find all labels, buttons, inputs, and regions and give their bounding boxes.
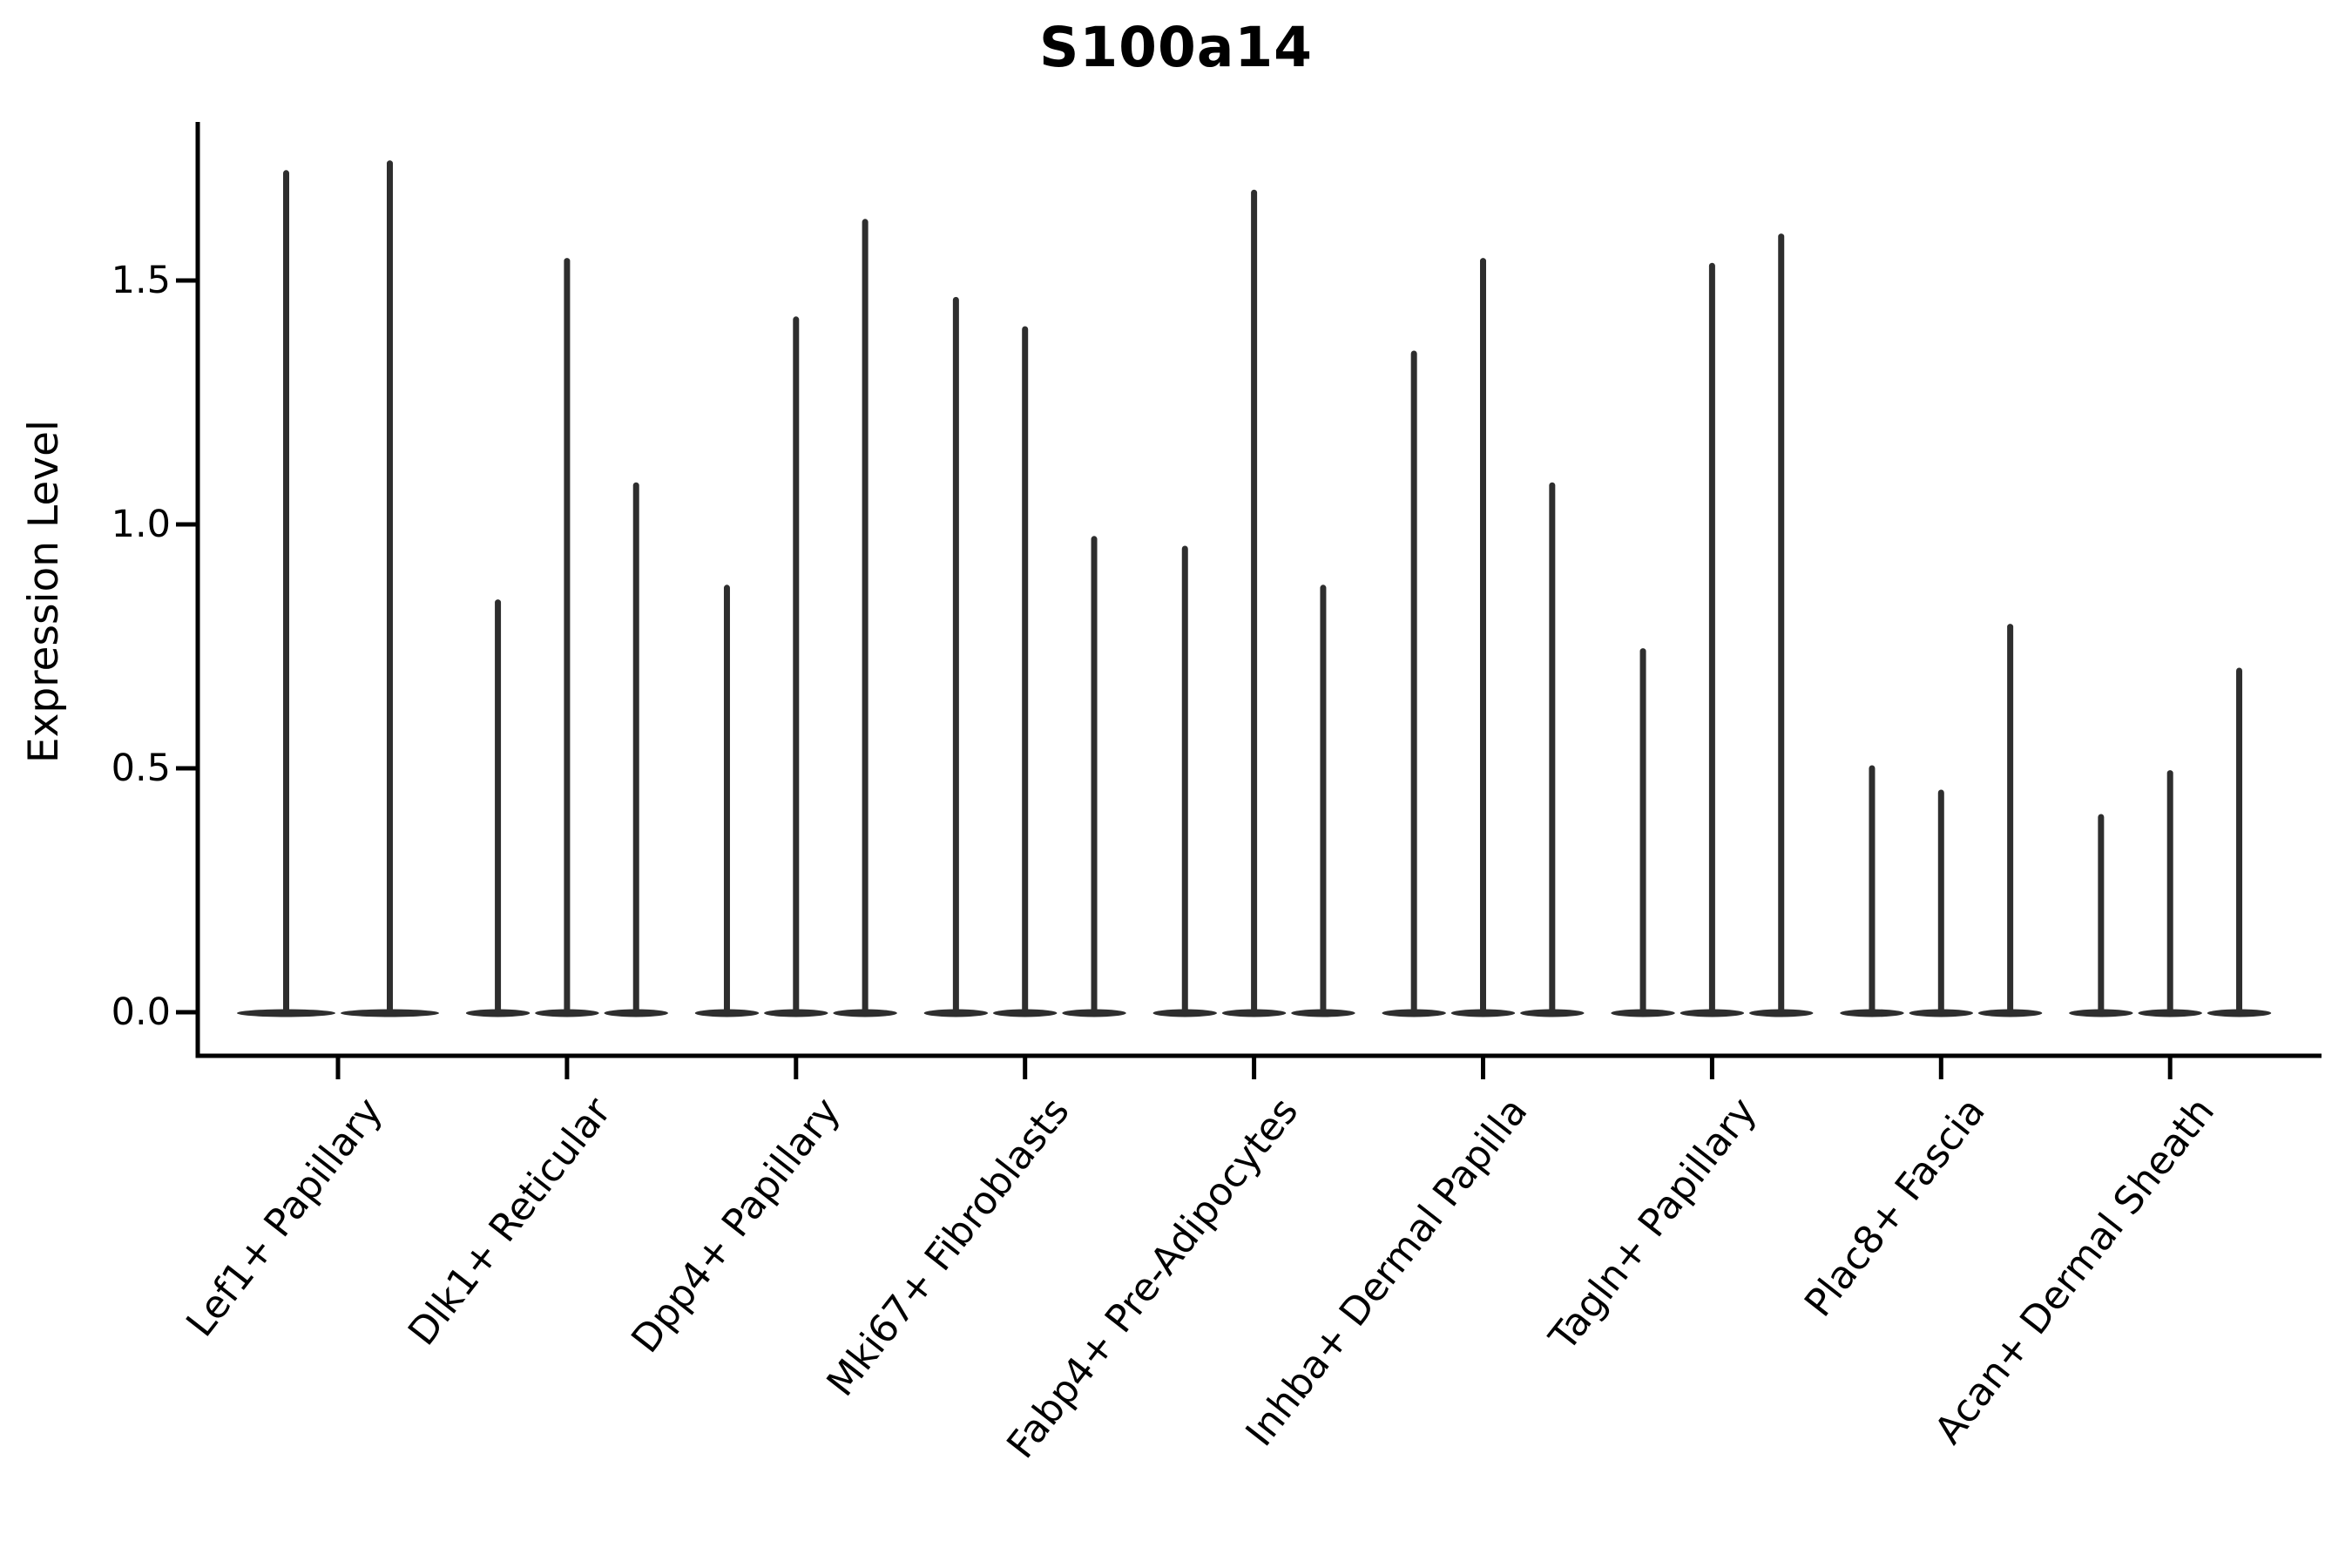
- chart-title: S100a14: [1038, 16, 1314, 79]
